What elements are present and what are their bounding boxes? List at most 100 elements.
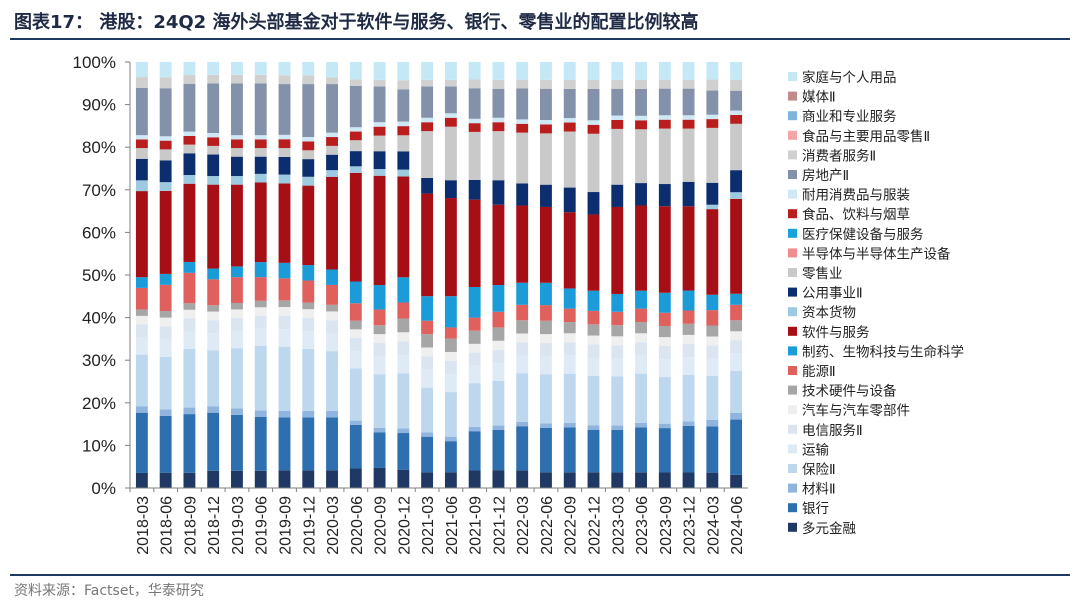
bar-segment-2020-03-s0 [326, 470, 338, 488]
bar-segment-2019-06-s9 [254, 262, 267, 278]
bar-segment-2021-03-s12 [421, 177, 434, 194]
bar-segment-2018-09-s17 [183, 131, 196, 136]
bar-segment-2024-06-s19 [730, 79, 743, 91]
bar-segment-2023-09-s19 [658, 79, 671, 89]
legend-swatch [788, 170, 797, 179]
bar-segment-2024-03-s18 [706, 90, 719, 115]
bar-segment-2023-03-s23 [611, 62, 624, 80]
bar-segment-2018-09-s19 [183, 75, 196, 84]
x-tick-label: 2021-12 [491, 496, 508, 555]
bar-segment-2023-06-s5 [635, 342, 647, 356]
bar-segment-2023-12-s0 [682, 472, 695, 488]
bar-segment-2023-03-s5 [611, 345, 624, 359]
bar-segment-2021-03-s8 [421, 320, 434, 335]
x-tick-label: 2018-12 [206, 496, 223, 555]
bar-segment-2023-06-s18 [635, 88, 647, 116]
legend-swatch [788, 444, 797, 454]
bar-segment-2020-09-s11 [373, 169, 386, 176]
bar-segment-2018-09-s4 [183, 331, 196, 349]
bar-segment-2020-06-s1 [349, 424, 362, 469]
bar-segment-2020-12-s23 [397, 62, 410, 81]
bar-segment-2022-09-s1 [563, 427, 576, 473]
bar-segment-2020-06-s3 [349, 368, 362, 421]
bar-segment-2018-09-s2 [183, 407, 196, 415]
bar-segment-2018-06-s10 [159, 190, 172, 274]
bar-segment-2019-06-s3 [254, 346, 267, 411]
bar-segment-2020-03-s1 [326, 417, 338, 471]
y-axis: 0% 10% 20% 30% 40% 50% 60% 70% 80% 90% 100% [73, 53, 131, 498]
bar-segment-2023-09-s12 [658, 184, 671, 207]
x-tick-label: 2024-03 [705, 496, 722, 555]
legend-swatch [788, 248, 797, 258]
bar-segment-2022-09-s13 [563, 131, 576, 188]
bar-segment-2021-12-s19 [492, 79, 505, 89]
bar-segment-2023-03-s1 [611, 430, 624, 473]
bar-segment-2022-12-s6 [587, 335, 600, 345]
bar-segment-2020-09-s8 [373, 309, 386, 326]
bar-segment-2021-03-s3 [421, 387, 434, 433]
bar-segment-2021-09-s5 [468, 352, 481, 366]
bar-segment-2019-09-s16 [278, 139, 291, 149]
bar-segment-2022-03-s23 [516, 62, 529, 80]
bar-segment-2020-09-s9 [373, 285, 386, 310]
y-tick-label: 70% [82, 181, 116, 200]
bar-segment-2018-03-s3 [135, 354, 148, 407]
bar-segment-2023-09-s17 [658, 115, 671, 120]
bar-segment-2018-06-s11 [159, 182, 172, 191]
bar-segment-2019-06-s17 [254, 135, 267, 140]
bar-segment-2019-09-s23 [278, 62, 291, 76]
bar-segment-2023-06-s10 [635, 205, 647, 291]
bar-segment-2022-12-s2 [587, 425, 600, 430]
bar-segment-2021-06-s12 [444, 180, 457, 199]
bar-segment-2020-12-s4 [397, 355, 410, 374]
bar-segment-2019-06-s10 [254, 182, 267, 263]
x-tick-label: 2019-09 [278, 496, 295, 555]
bar-segment-2023-09-s13 [658, 128, 671, 185]
bar-segment-2018-03-s6 [135, 315, 148, 325]
bar-segment-2023-09-s23 [658, 62, 671, 80]
bar-segment-2020-03-s10 [326, 176, 338, 270]
bar-segment-2022-03-s8 [516, 304, 529, 321]
bar-segment-2022-12-s23 [587, 62, 600, 80]
bar-segment-2019-06-s8 [254, 277, 267, 301]
legend-label: 食品、饮料与烟草 [802, 206, 910, 223]
y-tick-label: 50% [82, 266, 116, 285]
bar-segment-2022-09-s12 [563, 187, 576, 213]
bar-segment-2023-06-s13 [635, 129, 647, 184]
x-tick-label: 2020-03 [325, 496, 342, 555]
bar-segment-2020-09-s2 [373, 427, 386, 433]
bar-segment-2022-12-s16 [587, 124, 600, 134]
bar-segment-2024-03-s13 [706, 127, 719, 183]
bar-segment-2021-06-s2 [444, 436, 457, 442]
bar-segment-2018-09-s18 [183, 83, 196, 132]
bar-segment-2023-12-s18 [682, 88, 695, 116]
bar-segment-2021-03-s7 [421, 334, 434, 348]
bar-segment-2022-06-s10 [540, 206, 552, 283]
bar-segment-2023-09-s1 [658, 428, 671, 473]
bar-segment-2021-12-s8 [492, 311, 505, 328]
bar-segment-2018-06-s23 [159, 62, 172, 78]
bar-segment-2020-06-s13 [349, 140, 362, 152]
bar-segment-2018-06-s16 [159, 140, 172, 150]
bar-segment-2018-03-s10 [135, 191, 148, 278]
bar-segment-2024-03-s11 [706, 204, 719, 210]
bar-segment-2024-03-s17 [706, 114, 719, 120]
legend-swatch [788, 150, 797, 160]
y-tick-label: 60% [82, 223, 116, 242]
bar-segment-2021-09-s3 [468, 383, 481, 427]
legend-swatch [788, 326, 797, 336]
bar-segment-2018-03-s13 [135, 148, 148, 159]
bar-segment-2018-03-s0 [135, 472, 148, 488]
bar-segment-2024-06-s5 [730, 340, 743, 354]
bar-segment-2019-06-s5 [254, 315, 267, 329]
bar-segment-2018-09-s10 [183, 183, 196, 262]
bar-segment-2021-09-s8 [468, 317, 481, 331]
bar-segment-2023-09-s0 [658, 472, 671, 488]
bar-segment-2018-03-s12 [135, 158, 148, 181]
bar-segment-2024-03-s16 [706, 119, 719, 128]
bar-segment-2023-12-s16 [682, 119, 695, 129]
bar-segment-2022-09-s23 [563, 62, 576, 80]
legend-label: 医疗保健设备与服务 [802, 226, 924, 243]
bar-segment-2022-03-s4 [516, 355, 529, 374]
bar-segment-2019-03-s12 [231, 156, 243, 177]
